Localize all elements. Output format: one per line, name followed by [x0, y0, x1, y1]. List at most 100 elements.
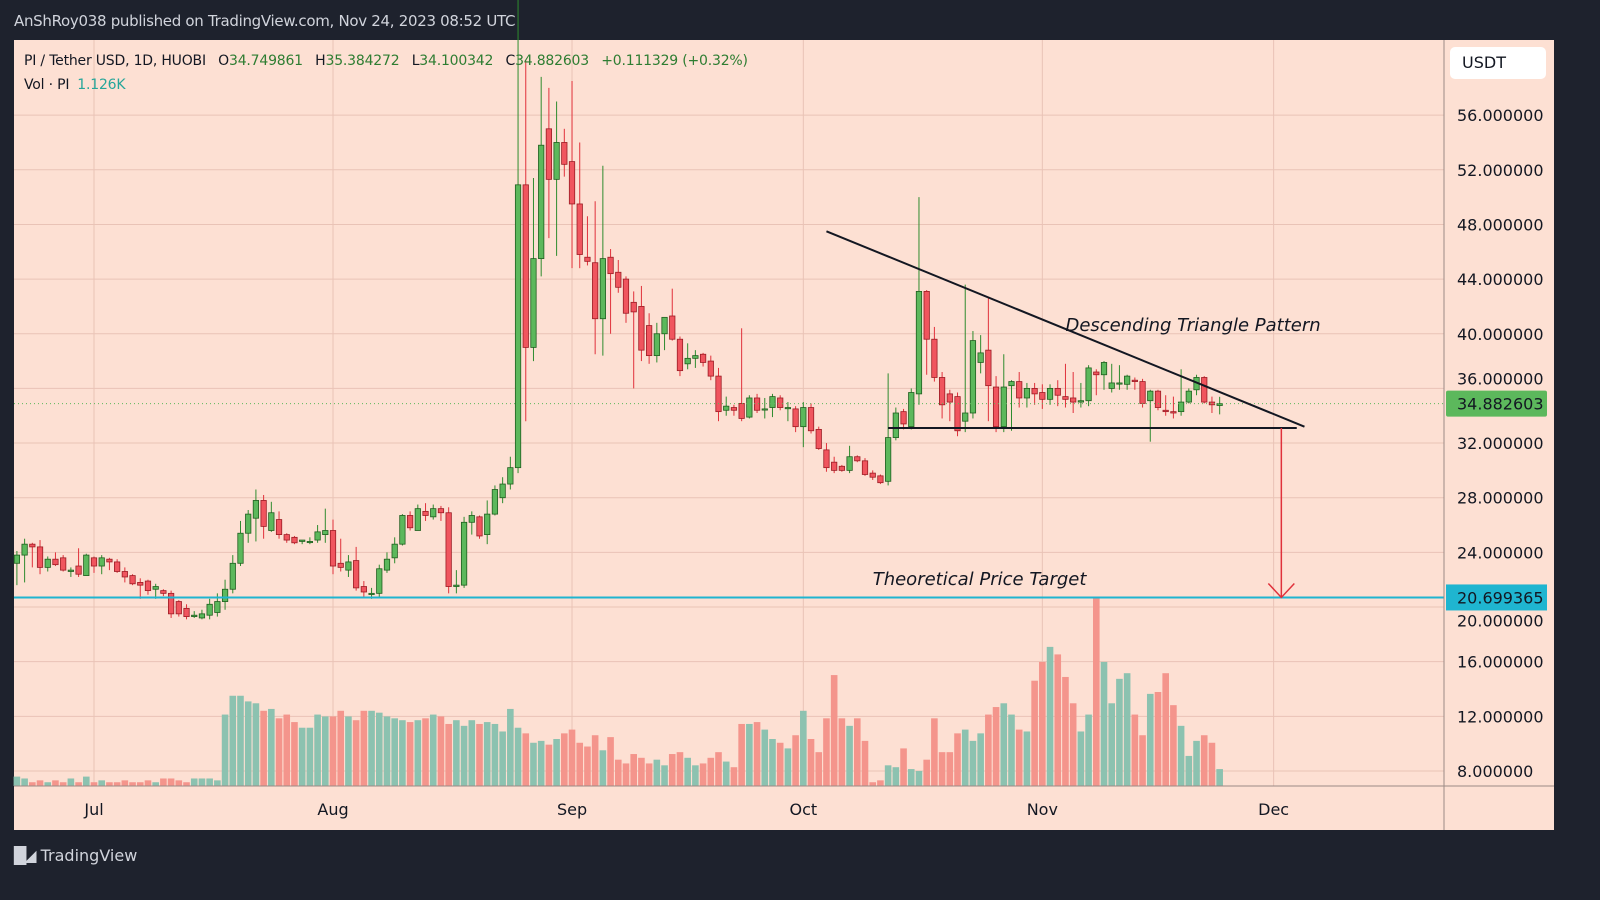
candle-body: [453, 584, 460, 587]
candle: [237, 520, 244, 567]
candle-body: [1139, 381, 1146, 404]
price-tick-label: 32.000000: [1457, 434, 1544, 453]
open-value: 34.749861: [228, 53, 303, 69]
volume-bar: [1131, 714, 1139, 786]
volume-bar: [830, 675, 838, 786]
volume-bar: [1185, 755, 1193, 786]
candle-body: [669, 315, 676, 340]
candle: [114, 559, 121, 573]
candle-body: [1016, 381, 1023, 399]
volume-bar: [915, 770, 923, 786]
candle-body: [283, 534, 290, 541]
candle-body: [784, 407, 792, 410]
candle-body: [1162, 409, 1169, 413]
candle: [1093, 369, 1100, 396]
candle-body: [1085, 367, 1092, 402]
volume-bar: [1108, 703, 1116, 786]
candle: [915, 197, 923, 405]
volume-bar: [730, 767, 738, 786]
price-tick-label: 28.000000: [1457, 489, 1544, 508]
volume-bar: [175, 780, 183, 786]
volume-bar: [522, 733, 530, 786]
candle: [900, 408, 907, 430]
candle-body: [969, 340, 977, 414]
currency-button[interactable]: USDT: [1450, 47, 1546, 79]
candle: [553, 101, 560, 256]
candle: [985, 298, 992, 422]
candle: [275, 511, 283, 539]
candle: [946, 389, 953, 422]
volume-bar: [1062, 676, 1069, 786]
candle: [67, 567, 74, 577]
candle-body: [221, 588, 229, 602]
price-tick-label: 20.000000: [1457, 611, 1544, 630]
candle-body: [44, 558, 51, 568]
candle-body: [707, 360, 714, 377]
candle-body: [52, 558, 59, 566]
candle-body: [723, 405, 730, 411]
volume-bar: [553, 739, 560, 786]
candle: [892, 407, 899, 441]
candle: [44, 556, 51, 572]
candle-body: [291, 536, 298, 544]
volume-bar: [406, 722, 414, 786]
candle: [630, 291, 637, 389]
volume-bar: [322, 716, 329, 786]
candle-body: [838, 465, 845, 471]
volume-bar: [1093, 598, 1100, 786]
volume-label[interactable]: Vol · PI: [24, 77, 70, 93]
candle-body: [661, 316, 668, 335]
candle: [769, 393, 776, 418]
volume-bar: [1200, 735, 1208, 786]
candle: [353, 546, 360, 591]
volume-bar: [877, 780, 884, 786]
price-axis[interactable]: 56.000000 52.000000 48.000000 44.000000 40.0…: [1457, 106, 1544, 781]
volume-bar: [591, 735, 599, 786]
candle-body: [900, 411, 907, 425]
candle-body: [1008, 381, 1015, 387]
price-tick-label: 36.000000: [1457, 370, 1544, 389]
candle: [584, 216, 591, 266]
candle-body: [114, 561, 121, 572]
candle-body: [846, 456, 853, 471]
candle: [206, 598, 213, 620]
symbol-name[interactable]: PI / Tether USD, 1D, HUOBI: [24, 53, 206, 69]
volume-bar: [476, 723, 483, 786]
candle-body: [1039, 392, 1046, 400]
candle-body: [329, 530, 337, 567]
candle: [129, 574, 136, 586]
candle-body: [121, 571, 128, 578]
candle-body: [144, 580, 152, 592]
candle: [1077, 382, 1084, 408]
candle-body: [399, 515, 406, 545]
candle-body: [229, 562, 236, 590]
candle-body: [962, 412, 969, 422]
volume-bar: [977, 733, 984, 786]
candle: [1016, 372, 1023, 408]
volume-bar: [746, 723, 753, 786]
volume-bar: [699, 763, 707, 786]
candle-body: [36, 546, 44, 568]
candle-body: [484, 513, 491, 536]
time-axis[interactable]: Jul Aug Sep Oct Nov Dec: [83, 800, 1289, 819]
publisher-line: AnShRoy038 published on TradingView.com,…: [14, 12, 516, 30]
candle-body: [607, 256, 614, 275]
candle-body: [538, 144, 545, 260]
volume-bar: [36, 780, 44, 786]
candle: [838, 464, 845, 472]
candle-body: [730, 407, 738, 411]
volume-bar: [1116, 678, 1123, 786]
volume-bar: [884, 765, 892, 786]
candle: [137, 578, 144, 599]
volume-bar: [961, 729, 969, 786]
footer-brand[interactable]: TradingView: [40, 846, 138, 865]
candle-body: [699, 353, 707, 363]
volume-bar: [468, 720, 476, 786]
candle-body: [445, 512, 452, 587]
candle-body: [1178, 401, 1185, 413]
volume-bar: [576, 742, 584, 786]
volume-bar: [722, 761, 730, 786]
volume-bar: [82, 776, 90, 786]
volume-bar: [437, 716, 445, 786]
